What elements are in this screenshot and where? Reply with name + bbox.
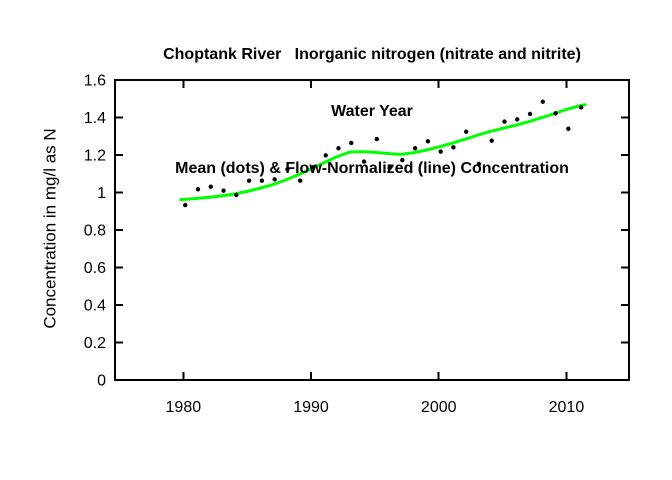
mean-dot xyxy=(234,192,239,198)
mean-dot xyxy=(208,184,213,189)
mean-dot xyxy=(489,138,494,143)
mean-dot xyxy=(374,136,379,142)
mean-dot xyxy=(221,188,226,193)
chart-title-line-3: Mean (dots) & Flow-Normalized (line) Con… xyxy=(175,160,569,177)
mean-dot xyxy=(400,157,405,163)
chart-title-line-1: Choptank River Inorganic nitrogen (nitra… xyxy=(163,46,581,63)
chart-title: Choptank River Inorganic nitrogen (nitra… xyxy=(72,7,672,216)
mean-dot xyxy=(272,177,277,182)
mean-dot xyxy=(361,159,367,164)
mean-dot xyxy=(259,178,265,183)
mean-dot xyxy=(323,153,328,158)
y-tick-label: 1 xyxy=(97,185,106,202)
mean-dot xyxy=(566,126,571,131)
x-tick-label: 1990 xyxy=(293,399,329,416)
mean-dot xyxy=(412,146,418,151)
mean-dot xyxy=(349,140,354,146)
mean-dot xyxy=(297,178,303,183)
mean-dot xyxy=(285,167,290,172)
x-tick-label: 2000 xyxy=(421,399,457,416)
y-tick-label: 1.2 xyxy=(84,148,106,165)
mean-dot xyxy=(246,178,252,183)
mean-dot xyxy=(476,161,482,167)
mean-dot xyxy=(310,165,316,170)
x-tick-label: 2010 xyxy=(549,399,585,416)
mean-dot xyxy=(515,117,520,122)
mean-dot xyxy=(195,187,201,192)
y-tick-label: 0 xyxy=(97,373,106,390)
mean-dot xyxy=(183,202,188,208)
mean-dot xyxy=(553,111,558,116)
y-tick-label: 0.6 xyxy=(84,260,106,277)
mean-dot xyxy=(527,111,533,117)
mean-dot xyxy=(425,139,431,144)
chart-title-line-2: Water Year xyxy=(331,103,413,120)
mean-dot xyxy=(540,99,546,104)
mean-dot xyxy=(463,129,469,134)
y-tick-label: 0.4 xyxy=(84,298,106,315)
y-axis-title: Concentration in mg/l as N xyxy=(40,128,60,329)
x-tick-label: 1980 xyxy=(166,399,202,416)
y-tick-label: 1.4 xyxy=(84,110,106,127)
mean-dot xyxy=(336,146,341,151)
y-tick-label: 1.6 xyxy=(84,73,106,90)
mean-dot xyxy=(387,165,392,171)
y-tick-label: 0.2 xyxy=(84,335,106,352)
mean-dot xyxy=(438,149,443,154)
y-tick-label: 0.8 xyxy=(84,223,106,240)
mean-dot xyxy=(451,145,456,150)
mean-dot xyxy=(578,105,584,110)
mean-dot xyxy=(502,119,507,124)
flow-normalized-line xyxy=(179,103,587,202)
